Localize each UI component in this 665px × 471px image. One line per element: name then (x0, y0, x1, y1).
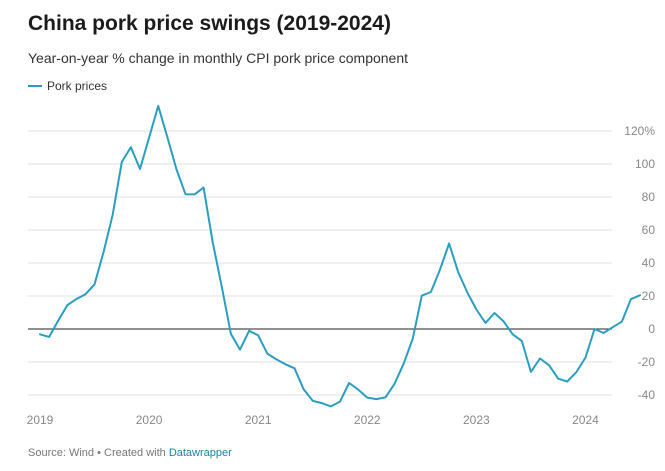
footer: Source: Wind • Created with Datawrapper (28, 447, 232, 459)
grid-lines (28, 130, 612, 396)
x-tick-label: 2023 (463, 413, 490, 427)
y-tick-label: 60 (642, 223, 656, 237)
y-axis-tick-labels: 120% 100 80 60 40 20 0 -20 -40 (624, 124, 655, 402)
x-tick-label: 2019 (27, 413, 54, 427)
legend-swatch-pork-prices (28, 85, 42, 87)
x-axis-tick-labels: 2019 2020 2021 2022 2023 2024 (27, 413, 599, 427)
footer-created-with: Created with (104, 447, 169, 459)
y-tick-label: 0 (648, 322, 655, 336)
datawrapper-link[interactable]: Datawrapper (168, 447, 232, 459)
y-tick-label: 40 (642, 256, 656, 270)
y-tick-label: 100 (635, 157, 655, 171)
y-tick-label: 80 (642, 190, 656, 204)
series-line-pork-prices (39, 104, 641, 408)
x-tick-label: 2022 (354, 413, 381, 427)
chart-title: China pork price swings (2019-2024) (28, 12, 391, 35)
footer-source: Source: Wind (28, 447, 95, 459)
y-tick-label: -40 (638, 388, 656, 402)
footer-separator: • (94, 447, 104, 459)
x-tick-label: 2021 (245, 413, 272, 427)
legend-label-pork-prices: Pork prices (47, 79, 108, 93)
x-tick-label: 2024 (572, 413, 599, 427)
series-layer (39, 104, 641, 408)
y-tick-label: 120% (624, 124, 655, 138)
legend: Pork prices (28, 79, 107, 93)
y-tick-label: 20 (642, 289, 656, 303)
chart-subtitle: Year-on-year % change in monthly CPI por… (28, 50, 409, 66)
x-tick-label: 2020 (136, 413, 163, 427)
y-tick-label: -20 (638, 355, 656, 369)
